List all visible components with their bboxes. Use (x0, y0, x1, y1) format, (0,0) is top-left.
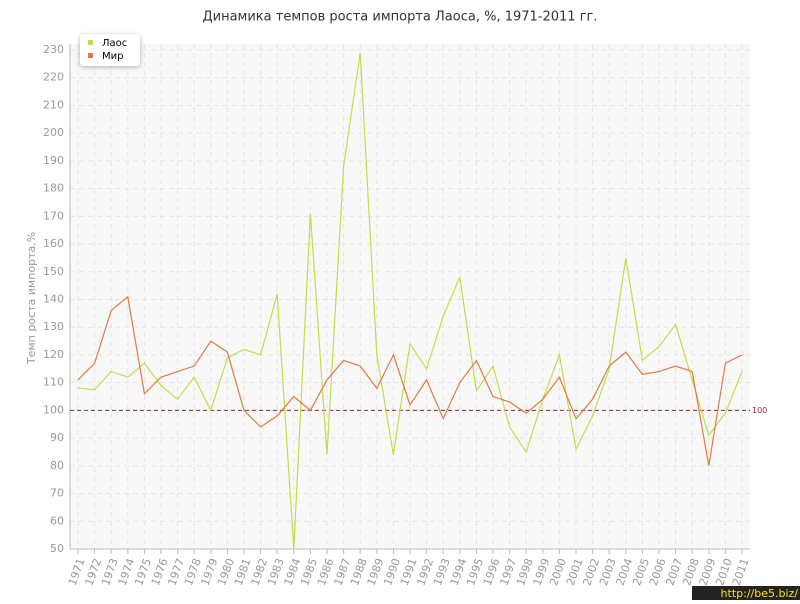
y-tick-label: 80 (50, 459, 64, 472)
y-tick-label: 150 (43, 265, 64, 278)
y-tick-label: 140 (43, 293, 64, 306)
y-tick-label: 90 (50, 431, 64, 444)
y-tick-label: 160 (43, 237, 64, 250)
y-tick-label: 100 (43, 403, 64, 416)
watermark-bg (692, 586, 800, 600)
y-tick-label: 70 (50, 487, 64, 500)
legend-label: Лаос (102, 38, 127, 49)
legend-swatch (88, 40, 93, 45)
chart-title: Динамика темпов роста импорта Лаоса, %, … (202, 10, 597, 25)
y-tick-label: 50 (50, 542, 64, 555)
y-axis-title: Темп роста импорта,% (25, 232, 38, 365)
y-tick-label: 190 (43, 154, 64, 167)
y-tick-label: 180 (43, 182, 64, 195)
y-tick-label: 60 (50, 514, 64, 527)
y-tick-label: 110 (43, 376, 64, 389)
line-series (77, 295, 743, 466)
watermark: http://be5.biz/ (721, 587, 799, 600)
y-tick-label: 200 (43, 126, 64, 139)
legend: Лаос Мир (80, 34, 140, 66)
y-tick-label: 130 (43, 320, 64, 333)
legend-box (80, 34, 140, 66)
y-tick-label: 170 (43, 209, 64, 222)
y-tick-label: 230 (43, 43, 64, 56)
y-tick-label: 120 (43, 348, 64, 361)
legend-swatch (88, 53, 93, 58)
legend-label: Мир (102, 51, 123, 62)
y-tick-label: 210 (43, 98, 64, 111)
reference-label: 100 (752, 406, 767, 415)
line-series (77, 52, 743, 550)
y-tick-label: 220 (43, 71, 64, 84)
